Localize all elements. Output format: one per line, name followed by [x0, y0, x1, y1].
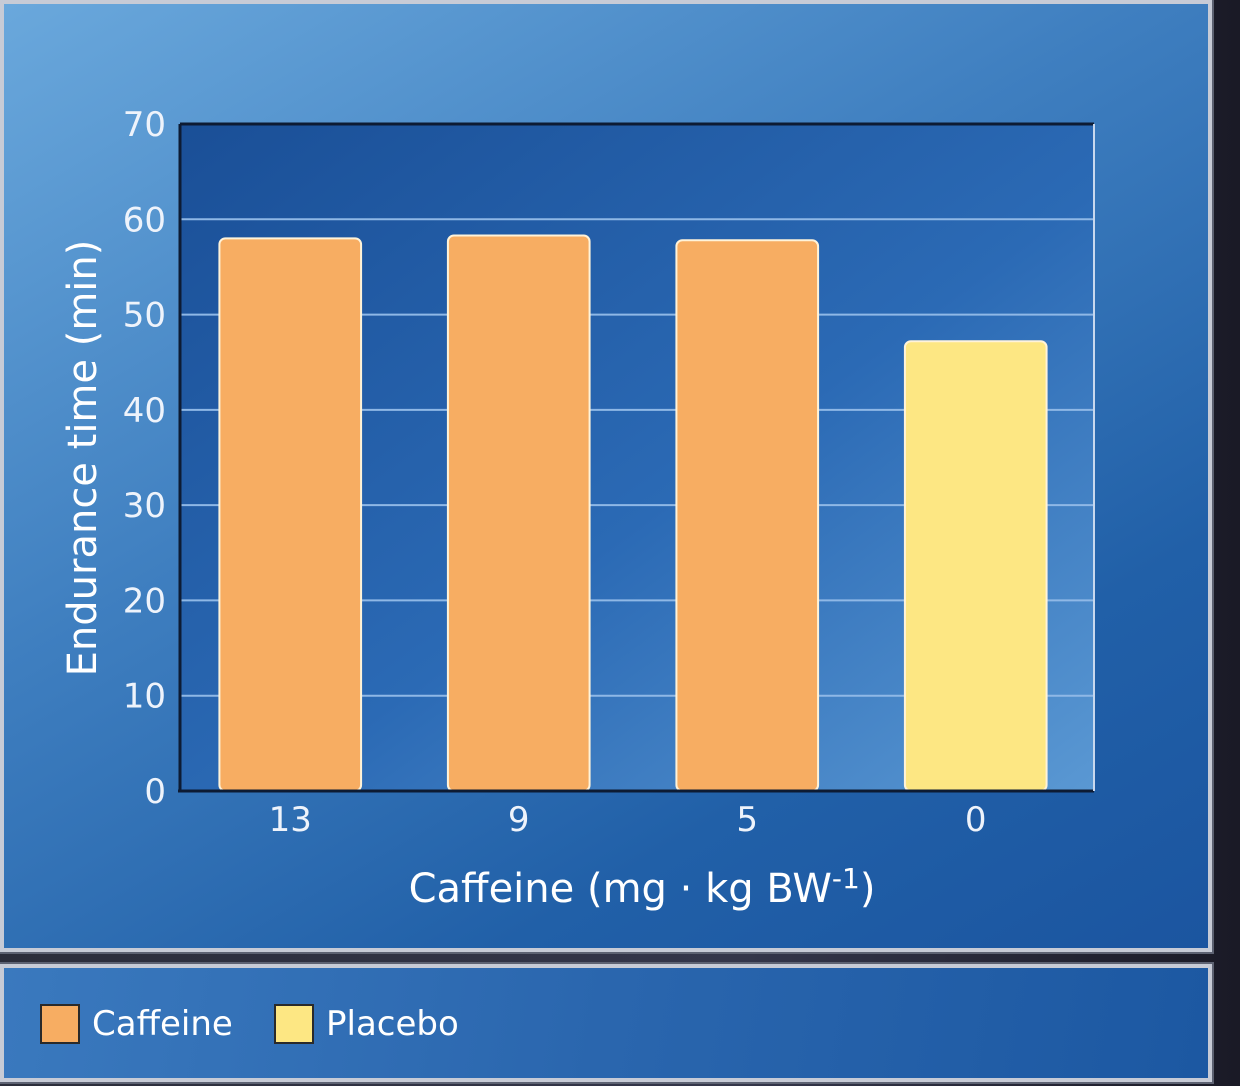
- legend-swatch-caffeine: [40, 1004, 80, 1044]
- y-tick-label: 70: [123, 105, 166, 145]
- bar-0: [903, 340, 1048, 792]
- x-axis-title-main: Caffeine (mg · kg BW: [409, 866, 832, 912]
- bar-9: [446, 234, 591, 792]
- legend-label-caffeine: Caffeine: [92, 1004, 233, 1044]
- y-tick-label: 0: [144, 772, 166, 812]
- y-tick-label: 10: [123, 677, 166, 717]
- y-tick-label: 50: [123, 296, 166, 336]
- bars: [218, 234, 1048, 793]
- x-tick-label: 5: [736, 800, 758, 840]
- y-tick-label: 60: [123, 200, 166, 240]
- y-tick-label: 20: [123, 581, 166, 621]
- legend-item-caffeine: Caffeine: [40, 1000, 233, 1048]
- y-tick-label: 40: [123, 391, 166, 431]
- x-axis-title: Caffeine (mg · kg BW-1): [409, 862, 876, 912]
- x-axis-title-close: ): [860, 866, 876, 912]
- legend-label-placebo: Placebo: [326, 1004, 459, 1044]
- legend-item-placebo: Placebo: [274, 1000, 459, 1048]
- x-tick-label: 13: [269, 800, 312, 840]
- legend-swatch-placebo: [274, 1004, 314, 1044]
- x-tick-label: 9: [508, 800, 530, 840]
- x-tick-label: 0: [965, 800, 987, 840]
- bar-13: [218, 237, 363, 793]
- y-tick-label: 30: [123, 486, 166, 526]
- x-tick-labels: 13 9 5 0: [269, 800, 987, 840]
- bar-5: [675, 239, 820, 792]
- y-tick-labels: 0 10 20 30 40 50 60 70: [123, 105, 166, 812]
- legend-panel: [0, 964, 1212, 1082]
- x-axis-title-superscript: -1: [832, 862, 860, 895]
- y-axis-title: Endurance time (min): [60, 240, 106, 677]
